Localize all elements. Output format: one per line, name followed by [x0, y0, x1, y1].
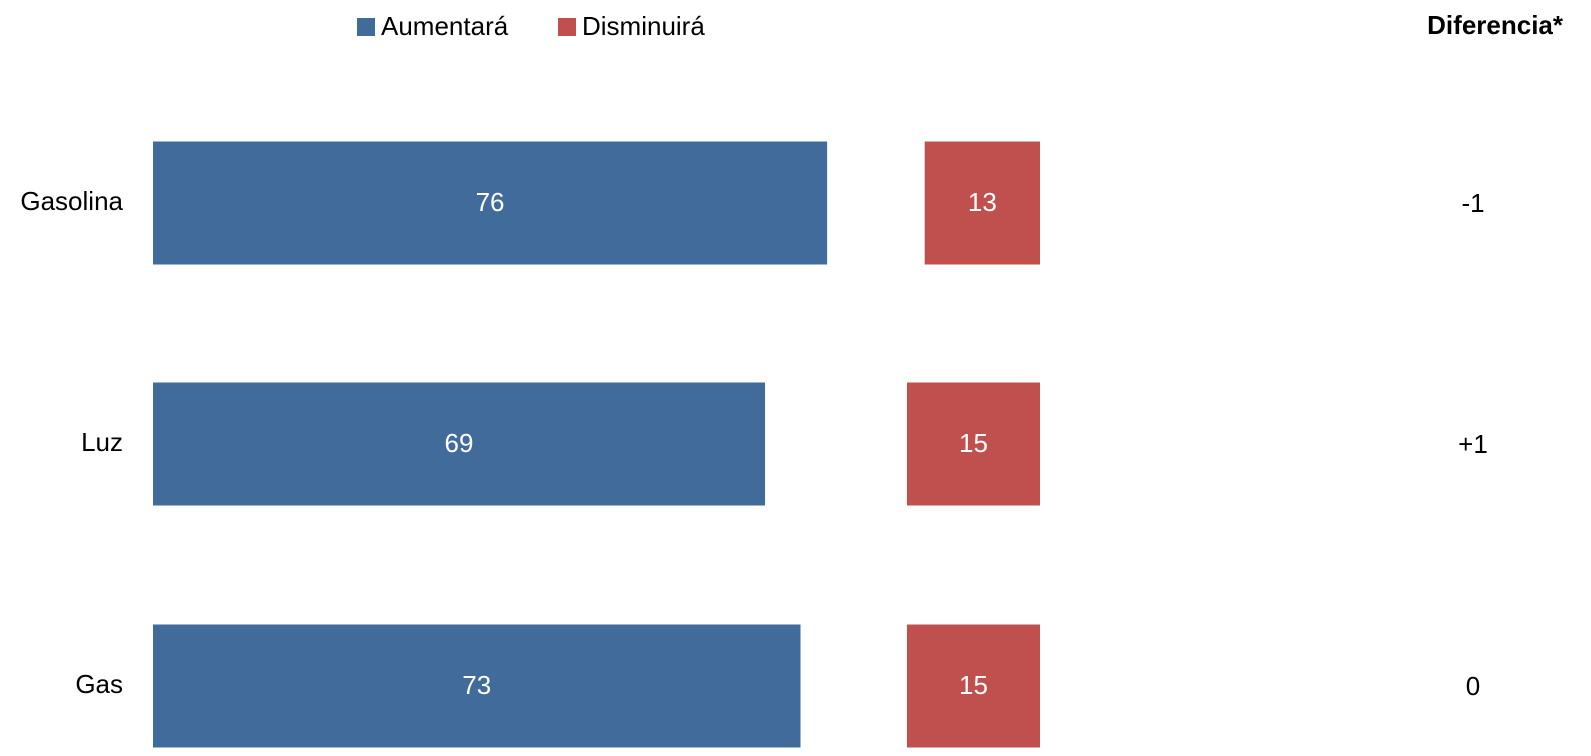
bar-value-label: 15	[959, 670, 988, 700]
legend-label: Aumentará	[381, 11, 509, 41]
bar	[153, 382, 766, 506]
difference-value: 0	[1466, 671, 1480, 701]
category-label: Gasolina	[20, 186, 123, 216]
bar-value-label: 13	[968, 187, 997, 217]
bar	[906, 382, 1040, 506]
bar	[153, 624, 801, 748]
category-label: Gas	[75, 669, 123, 699]
bar-value-label: 69	[445, 428, 474, 458]
bar-value-label: 76	[476, 187, 505, 217]
legend-swatch	[558, 18, 576, 36]
bar-value-label: 15	[959, 428, 988, 458]
bar	[906, 624, 1040, 748]
bar	[153, 141, 828, 265]
legend-swatch	[357, 18, 375, 36]
difference-title: Diferencia*	[1427, 10, 1564, 40]
legend-label: Disminuirá	[582, 11, 705, 41]
category-label: Luz	[81, 427, 123, 457]
bar-value-label: 73	[462, 670, 491, 700]
difference-value: -1	[1461, 188, 1484, 218]
difference-value: +1	[1458, 429, 1488, 459]
bar	[924, 141, 1040, 265]
